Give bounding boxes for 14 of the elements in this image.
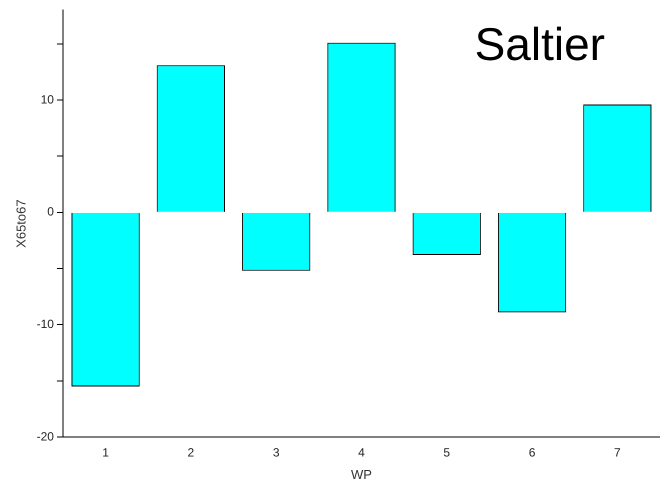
x-tick-label: 1 (102, 446, 110, 460)
y-tick-label: 0 (47, 204, 54, 219)
x-tick-label: 6 (528, 446, 536, 460)
x-axis-title: WP (350, 466, 372, 482)
x-tick-label: 2 (188, 446, 195, 460)
y-tick-label: 10 (40, 92, 54, 106)
y-axis-title: X65to67 (13, 199, 28, 248)
x-tick-label: 5 (443, 446, 450, 460)
annotation: Saltier (474, 18, 605, 70)
x-tick-label: 7 (614, 446, 622, 460)
y-tick-label: -20 (36, 429, 54, 444)
x-tick-label: 3 (272, 446, 280, 460)
x-tick-label: 4 (358, 446, 366, 460)
y-tick-label: -10 (36, 316, 54, 331)
